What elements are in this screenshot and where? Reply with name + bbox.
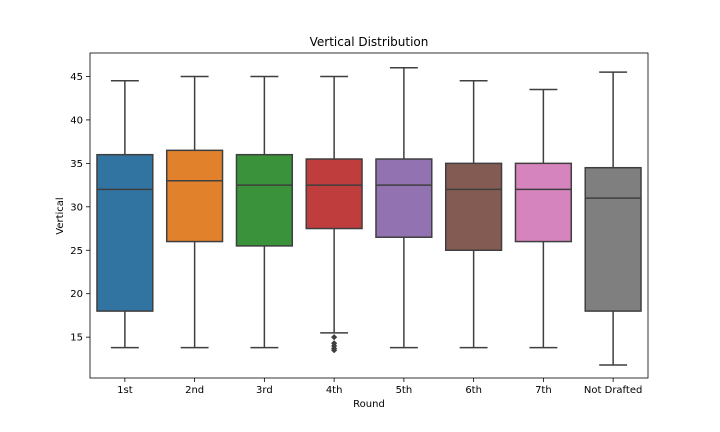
outlier-4th-4 (331, 334, 338, 341)
iqr-box-not-drafted (584, 166, 642, 312)
y-tick-label-25: 25 (70, 246, 83, 257)
outlier-4th-3 (331, 340, 338, 347)
y-tick-label-20: 20 (70, 289, 83, 300)
iqr-box-6th (444, 162, 503, 252)
chart-title: Vertical Distribution (310, 35, 429, 49)
x-tick-label-6th: 6th (465, 385, 482, 396)
iqr-box-3rd (235, 153, 294, 247)
iqr-box-1st (96, 153, 154, 312)
x-tick-label-7th: 7th (535, 385, 552, 396)
box-not-drafted (584, 71, 642, 366)
x-tick-label-3rd: 3rd (256, 385, 273, 396)
y-axis-label: Vertical (55, 197, 66, 234)
plot-area (89, 52, 649, 379)
iqr-box-5th (375, 158, 433, 238)
x-tick-label-2nd: 2nd (185, 385, 204, 396)
box-2nd (165, 75, 224, 349)
x-tick-label-5th: 5th (396, 385, 413, 396)
box-3rd (235, 75, 294, 349)
x-tick-label-1st: 1st (117, 385, 133, 396)
x-tick-label-4th: 4th (326, 385, 343, 396)
y-tick-label-45: 45 (70, 72, 83, 83)
iqr-box-4th (305, 158, 363, 230)
y-tick-label-30: 30 (70, 202, 83, 213)
iqr-box-7th (514, 162, 573, 243)
x-tick-label-not-drafted: Not Drafted (584, 385, 642, 396)
box-1st (96, 80, 154, 349)
box-5th (375, 67, 433, 349)
axes-frame (89, 52, 649, 379)
box-6th (444, 80, 503, 349)
x-axis: 1st 2nd 3rd 4th 5th 6th 7th Not Drafted (117, 378, 642, 396)
x-axis-label: Round (353, 399, 385, 410)
y-tick-label-40: 40 (70, 115, 83, 126)
y-axis: 15 20 25 30 35 40 45 (70, 72, 90, 344)
y-tick-label-15: 15 (70, 333, 83, 344)
box-4th (305, 75, 363, 354)
iqr-box-2nd (165, 149, 224, 243)
y-tick-label-35: 35 (70, 159, 83, 170)
box-7th (514, 88, 573, 349)
